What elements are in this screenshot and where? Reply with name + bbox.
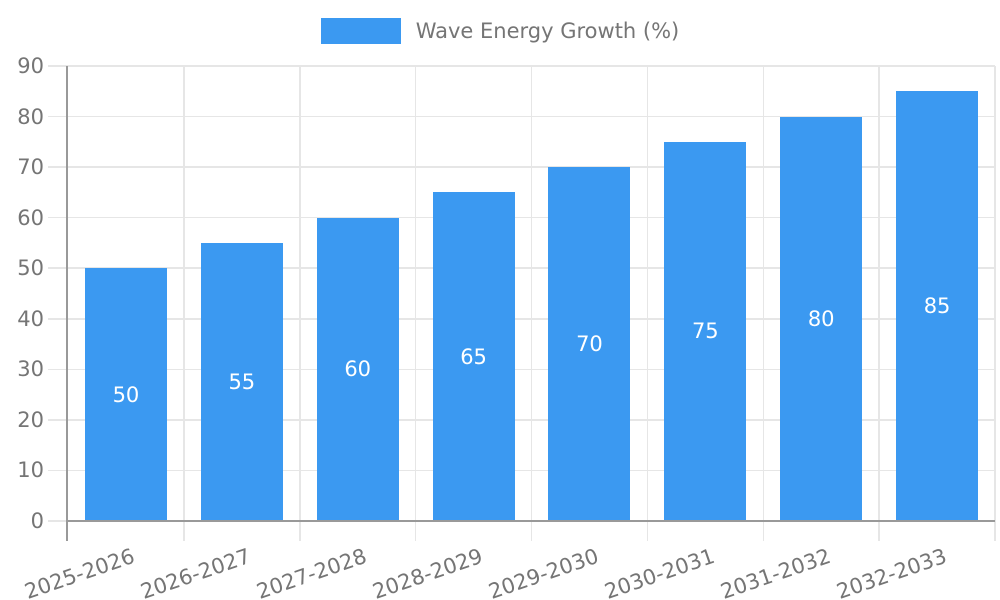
y-axis-tick-label: 40 bbox=[17, 306, 44, 331]
y-axis-tick-label: 60 bbox=[17, 205, 44, 230]
x-gridline bbox=[762, 66, 764, 541]
legend: Wave Energy Growth (%) bbox=[0, 14, 1000, 48]
y-axis-tick-label: 30 bbox=[17, 357, 44, 382]
legend-swatch bbox=[320, 18, 401, 44]
y-gridline bbox=[48, 216, 995, 219]
y-gridline bbox=[48, 469, 995, 472]
y-gridline bbox=[48, 368, 995, 371]
bar[interactable] bbox=[780, 116, 863, 520]
x-axis-tick-label: 2025-2026 bbox=[22, 543, 139, 600]
x-axis-tick-label: 2031-2032 bbox=[717, 543, 834, 600]
bar[interactable] bbox=[896, 91, 979, 520]
y-axis-tick-label: 20 bbox=[17, 407, 44, 432]
x-axis-tick-label: 2028-2029 bbox=[369, 543, 486, 600]
y-gridline bbox=[48, 115, 995, 118]
bar[interactable] bbox=[200, 242, 283, 520]
x-axis-line bbox=[66, 520, 995, 522]
x-gridline bbox=[646, 66, 649, 541]
bar[interactable] bbox=[664, 141, 747, 520]
bar-value-label: 85 bbox=[923, 294, 951, 319]
x-axis-tick-label: 2026-2027 bbox=[137, 543, 254, 600]
legend-label: Wave Energy Growth (%) bbox=[415, 19, 680, 43]
x-axis-tick-label: 2030-2031 bbox=[601, 543, 718, 600]
x-gridline bbox=[878, 66, 880, 541]
x-gridline bbox=[414, 66, 417, 541]
bar-value-label: 60 bbox=[344, 357, 372, 382]
y-gridline bbox=[48, 267, 995, 269]
x-axis-tick-label: 2029-2030 bbox=[485, 543, 602, 600]
x-gridline bbox=[299, 66, 301, 541]
bar[interactable] bbox=[432, 192, 515, 520]
legend-item[interactable]: Wave Energy Growth (%) bbox=[320, 18, 680, 44]
y-gridline bbox=[48, 166, 995, 168]
bar-value-label: 65 bbox=[460, 344, 487, 369]
x-gridline bbox=[530, 66, 533, 541]
y-axis-tick-label: 80 bbox=[17, 104, 44, 129]
x-gridline bbox=[183, 66, 185, 541]
y-axis-tick-label: 10 bbox=[17, 458, 44, 483]
bar-value-label: 75 bbox=[691, 319, 719, 344]
y-gridline bbox=[48, 65, 995, 67]
y-gridline bbox=[48, 318, 995, 320]
bar[interactable] bbox=[316, 217, 399, 520]
y-axis-tick-label: 0 bbox=[30, 509, 44, 533]
bar-value-label: 50 bbox=[112, 382, 140, 407]
y-axis-tick-label: 70 bbox=[17, 155, 44, 180]
y-axis-tick-label: 50 bbox=[17, 256, 44, 281]
y-axis-line bbox=[66, 66, 68, 541]
x-axis-tick-label: 2032-2033 bbox=[833, 543, 950, 600]
bar[interactable] bbox=[548, 167, 631, 520]
y-gridline bbox=[48, 419, 995, 421]
bar-value-label: 55 bbox=[228, 369, 256, 394]
x-axis-tick-label: 2027-2028 bbox=[253, 543, 370, 600]
bar[interactable] bbox=[84, 268, 167, 520]
bar-value-label: 70 bbox=[576, 332, 603, 357]
y-axis-tick-label: 90 bbox=[17, 54, 44, 78]
x-gridline bbox=[994, 66, 996, 541]
bar-value-label: 80 bbox=[807, 306, 835, 331]
